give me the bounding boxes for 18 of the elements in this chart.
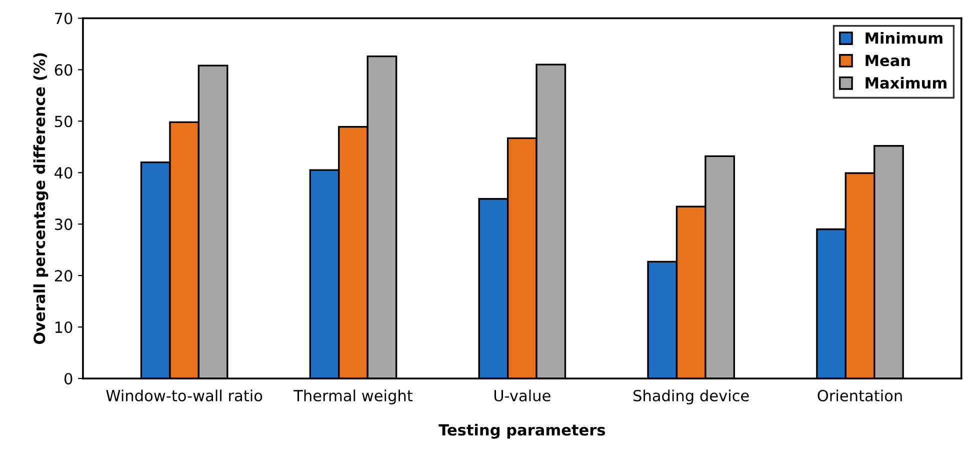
y-tick-label: 30 <box>54 218 72 230</box>
y-axis-title: Overall percentage difference (%) <box>33 53 48 344</box>
y-tick-label: 40 <box>54 167 72 179</box>
legend-label: Minimum <box>866 32 942 44</box>
y-tick-label: 10 <box>55 321 72 334</box>
y-tick-label: 0 <box>64 372 72 384</box>
legend-label: Maximum <box>866 76 946 89</box>
y-tick-label: 20 <box>54 270 72 282</box>
x-tick-label: Shading device <box>634 390 749 404</box>
x-tick-label: Thermal weight <box>294 390 413 404</box>
x-tick-label: U-value <box>494 390 550 402</box>
x-tick-label: Window-to-wall ratio <box>106 390 262 402</box>
legend-label: Mean <box>866 54 910 66</box>
y-tick-label: 60 <box>54 64 72 76</box>
x-tick-label: Orientation <box>818 390 902 402</box>
x-axis-title: Testing parameters <box>438 424 606 439</box>
y-tick-label: 70 <box>55 12 72 24</box>
y-tick-label: 50 <box>54 116 72 128</box>
